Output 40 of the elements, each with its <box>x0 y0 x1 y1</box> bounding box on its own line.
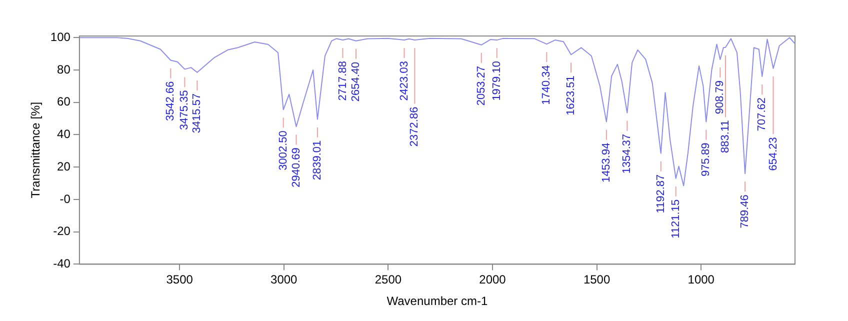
annotation: 2423.03 <box>398 61 410 101</box>
annotation: 707.62 <box>756 97 768 132</box>
y-tick-label: 20 <box>57 159 71 174</box>
annotation: 1354.37 <box>621 134 634 174</box>
annotation: 883.11 <box>720 120 732 153</box>
y-tick-label: 40 <box>57 127 71 142</box>
x-tick-label: 1500 <box>583 272 610 287</box>
annotation: 975.89 <box>700 142 712 176</box>
annotation: 1192.87 <box>654 174 667 214</box>
annotation: 2654.40 <box>350 62 362 102</box>
annotation: 1623.51 <box>565 76 578 116</box>
y-axis-title: Transmittance [%] <box>28 102 43 198</box>
y-tick-label: -0 <box>60 192 71 206</box>
annotation: 789.46 <box>739 194 752 228</box>
annotation: 1740.34 <box>540 65 553 105</box>
y-tick-label: 60 <box>57 94 71 109</box>
annotation: 1453.94 <box>600 142 612 183</box>
x-tick-label: 2000 <box>479 272 506 287</box>
annotation: 1121.15 <box>670 199 682 238</box>
annotation: 908.79 <box>714 80 726 114</box>
x-tick-label: 3500 <box>166 272 194 287</box>
x-axis-title: Wavenumber cm-1 <box>386 294 488 308</box>
annotation: 2053.27 <box>475 66 488 106</box>
y-tick-label: 100 <box>50 30 71 44</box>
annotation: 2940.69 <box>290 148 302 188</box>
y-tick-label: 80 <box>57 62 71 76</box>
annotation: 654.23 <box>767 137 780 171</box>
annotation: 2839.01 <box>311 140 324 180</box>
annotation: 2717.88 <box>336 61 349 101</box>
annotation: 3002.50 <box>277 130 290 170</box>
annotation: 1979.10 <box>490 61 503 101</box>
y-tick-label: -40 <box>53 256 71 271</box>
x-tick-label: 1000 <box>688 272 715 287</box>
annotation: 3542.66 <box>164 81 177 122</box>
x-tick-label: 3000 <box>270 272 298 287</box>
annotation: 2372.86 <box>408 106 421 147</box>
x-tick-label: 2500 <box>374 272 402 287</box>
annotation: 3475.35 <box>178 90 191 130</box>
y-tick-label: -20 <box>53 224 71 238</box>
annotation: 3415.57 <box>191 93 204 134</box>
